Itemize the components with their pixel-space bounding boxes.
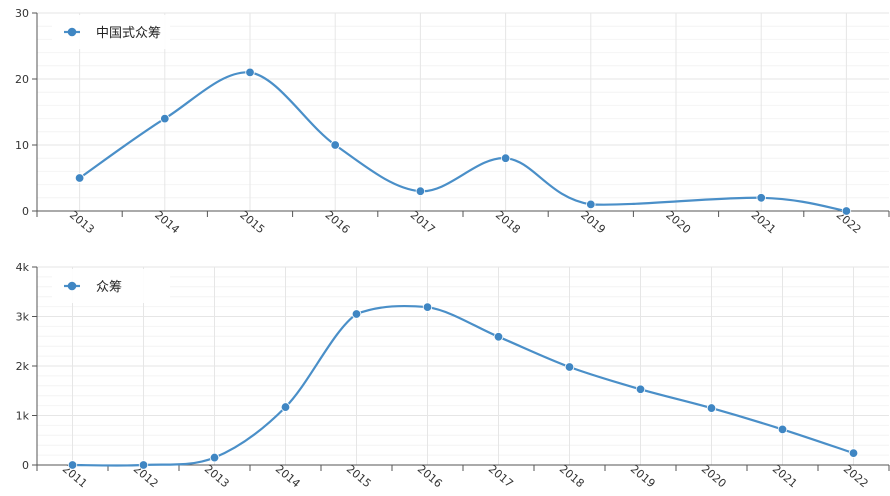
data-point[interactable]	[564, 362, 575, 372]
y-tick-label: 3k	[16, 311, 30, 324]
x-tick-label: 2020	[663, 208, 693, 236]
x-tick-label: 2015	[344, 462, 374, 490]
data-point[interactable]	[586, 199, 596, 210]
data-point[interactable]	[209, 452, 220, 463]
chart-1: 0 10 20 30 2013 2014 2015 2016 2017 2018 2019 2020 2…	[15, 7, 890, 236]
x-tick-label: 2017	[408, 208, 438, 236]
x-tick-label: 2016	[415, 462, 445, 490]
x-tick-label: 2016	[323, 208, 353, 236]
x-tick-label: 2013	[202, 462, 232, 490]
x-tick-label: 2019	[628, 462, 658, 490]
data-point[interactable]	[351, 309, 362, 319]
y-tick-label: 0	[22, 205, 29, 218]
data-point[interactable]	[848, 448, 859, 458]
x-tick-label: 2018	[493, 208, 523, 236]
y-tick-label: 10	[15, 139, 29, 152]
data-point[interactable]	[422, 302, 433, 312]
y-tick-label: 0	[22, 459, 29, 472]
x-tick-label: 2013	[67, 208, 97, 236]
data-point[interactable]	[777, 424, 788, 435]
x-tick-label: 2021	[749, 208, 779, 236]
y-tick-label: 4k	[16, 261, 30, 274]
x-tick-label: 2014	[273, 462, 303, 490]
x-tick-label: 2019	[578, 208, 608, 236]
series-line	[78, 71, 847, 213]
y-tick-label: 2k	[16, 360, 30, 373]
data-point[interactable]	[493, 332, 504, 342]
data-point[interactable]	[280, 402, 291, 412]
y-tick-label: 1k	[16, 410, 30, 423]
legend-label: 中国式众筹	[96, 25, 161, 41]
legend[interactable]: 中国式众筹	[52, 15, 170, 49]
x-tick-label: 2022	[841, 462, 871, 490]
x-tick-label: 2020	[699, 462, 729, 490]
data-point[interactable]	[138, 460, 149, 470]
legend-label: 众筹	[96, 279, 122, 295]
data-point[interactable]	[245, 67, 255, 78]
data-point[interactable]	[756, 193, 766, 203]
grid	[37, 266, 889, 466]
data-point[interactable]	[635, 384, 646, 394]
x-tick-label: 2018	[557, 462, 587, 490]
data-point[interactable]	[160, 113, 170, 124]
x-tick-label: 2021	[770, 462, 800, 490]
data-point[interactable]	[67, 460, 78, 470]
y-tick-label: 20	[15, 73, 29, 86]
x-tick-label: 2015	[237, 208, 267, 236]
y-tick-label: 30	[15, 7, 29, 20]
data-point[interactable]	[74, 173, 85, 183]
x-tick-label: 2017	[486, 462, 516, 490]
legend-marker	[67, 281, 77, 291]
x-tick-label: 2014	[152, 208, 182, 236]
data-point[interactable]	[706, 403, 717, 413]
data-point[interactable]	[841, 206, 852, 216]
data-point[interactable]	[500, 153, 511, 163]
data-point[interactable]	[330, 140, 340, 150]
legend-marker	[67, 27, 77, 37]
data-point[interactable]	[415, 186, 426, 196]
legend[interactable]: 众筹	[52, 269, 170, 303]
